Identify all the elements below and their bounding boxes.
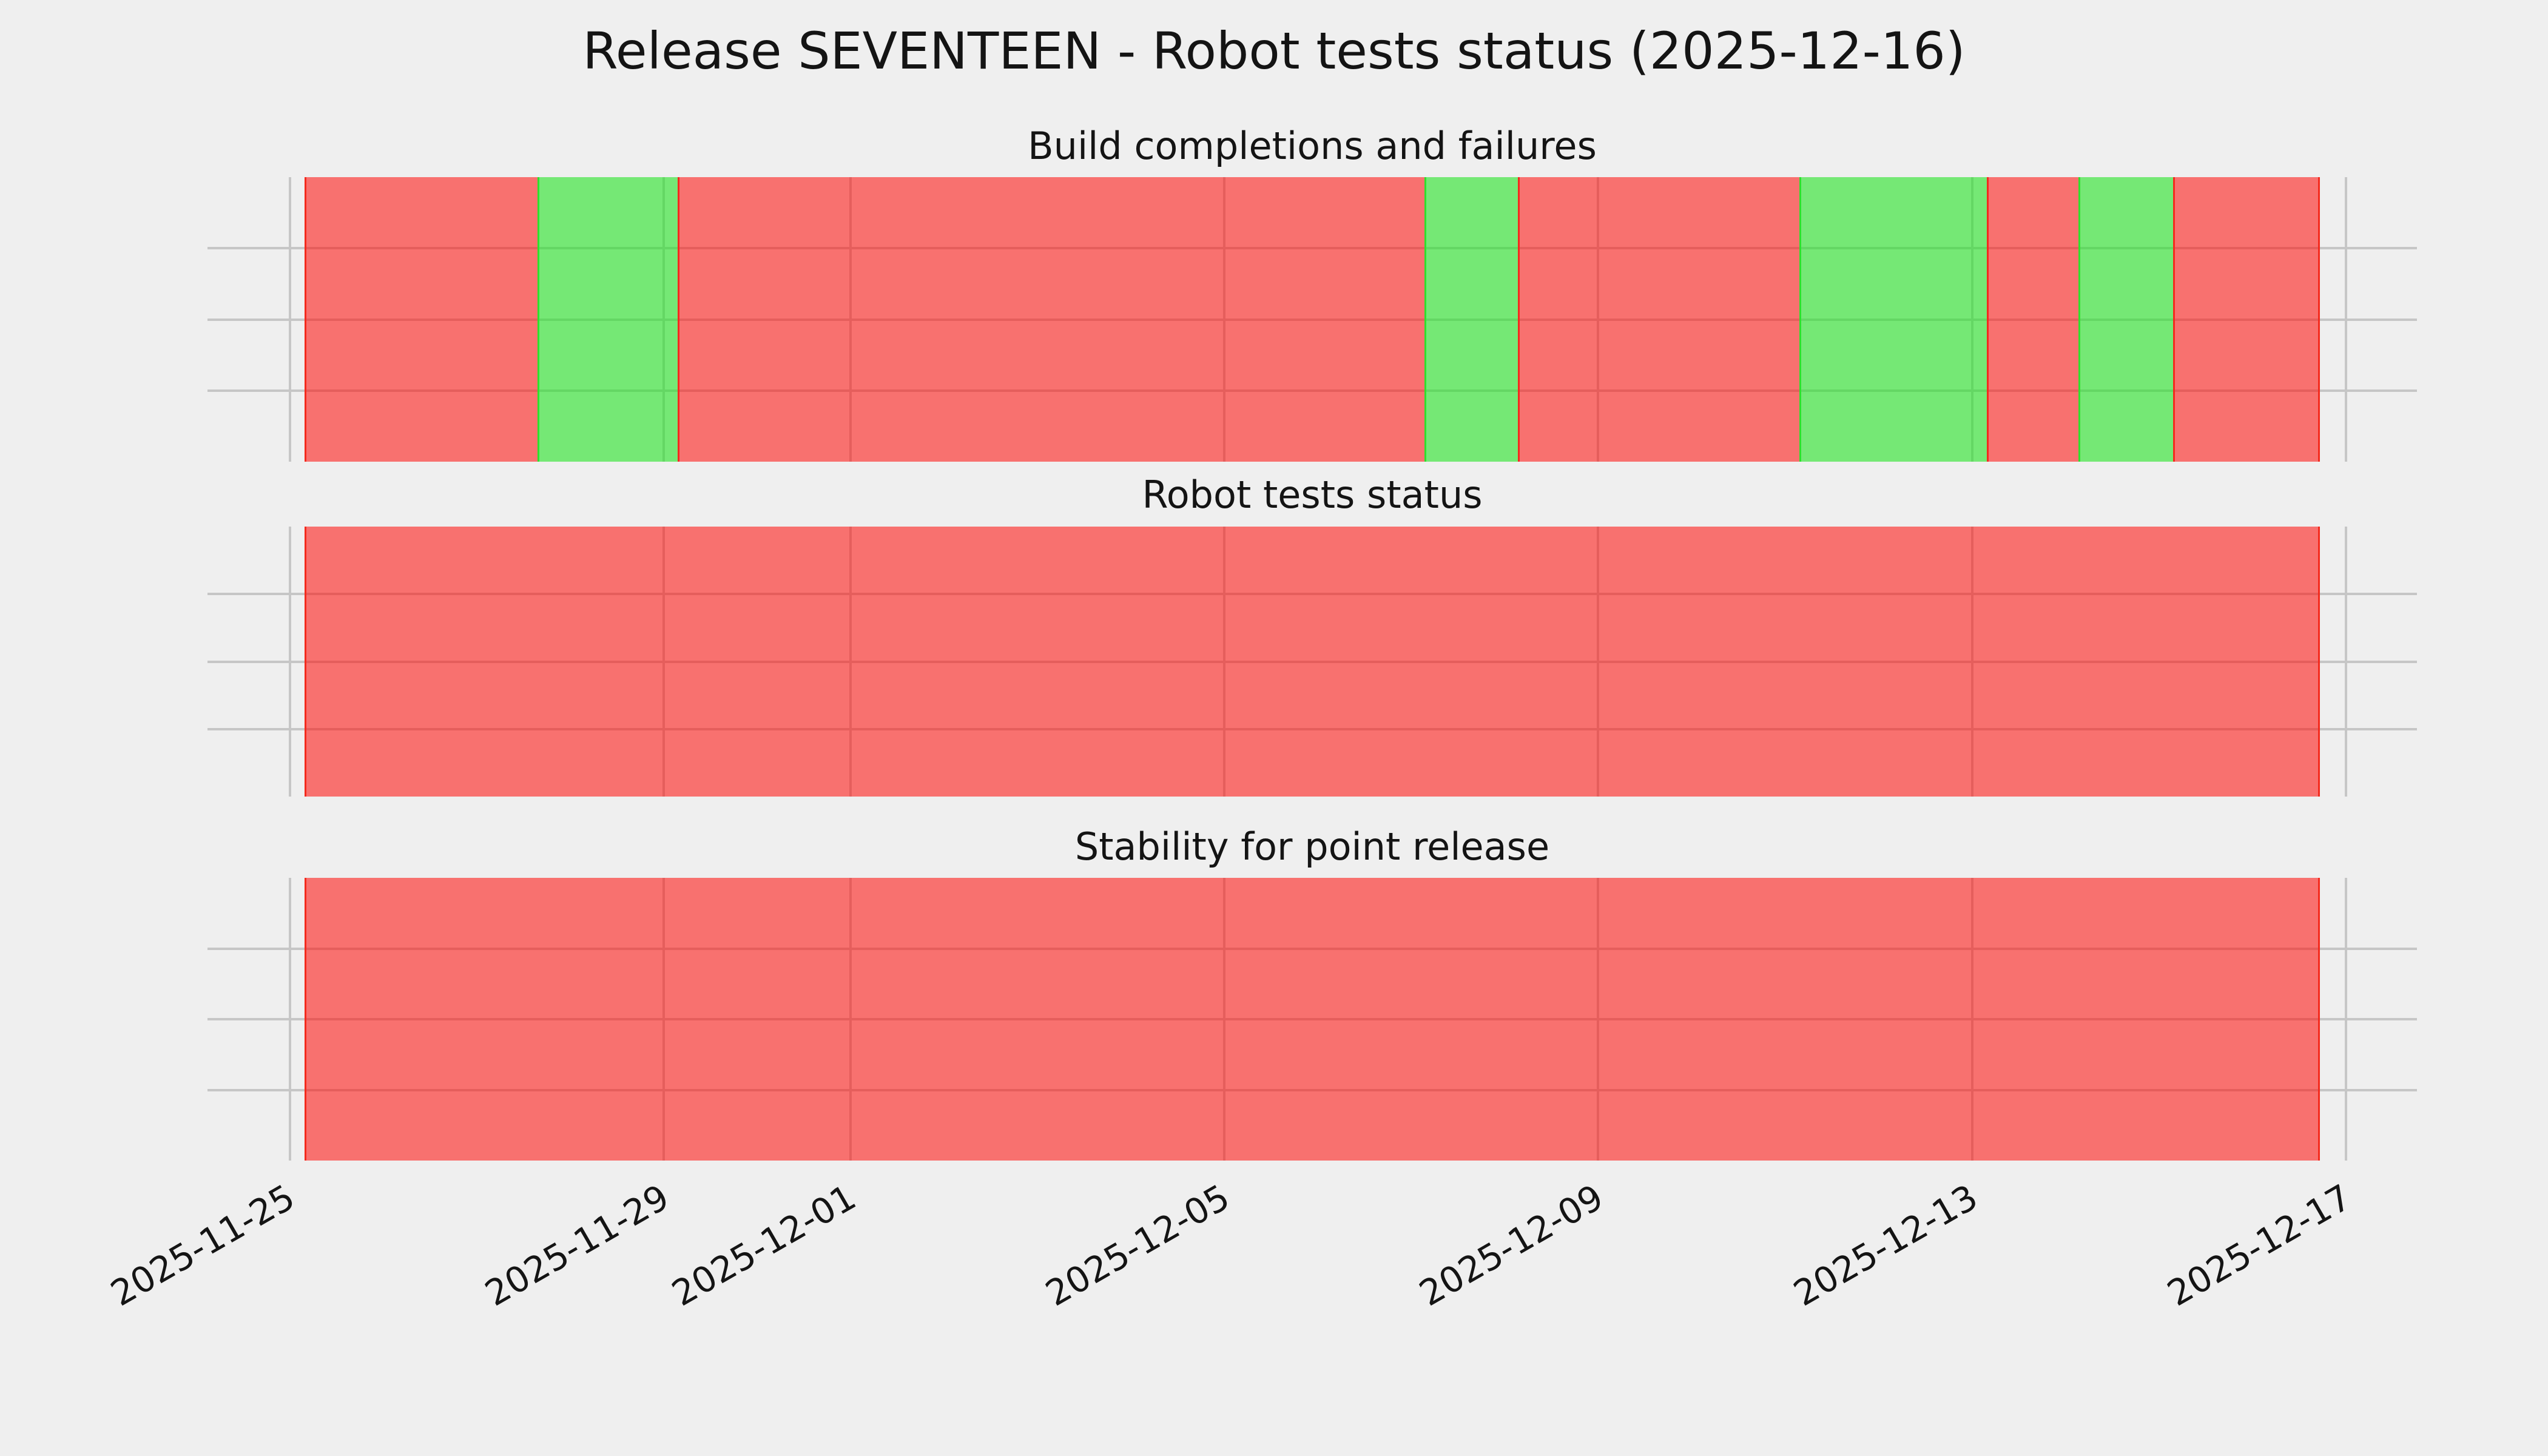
- vertical-gridline-2025-12-17: [2344, 177, 2347, 462]
- x-tick-label: 2025-12-09: [1412, 1176, 1611, 1315]
- status-segment-failure: [305, 878, 2320, 1161]
- x-tick-label: 2025-12-01: [665, 1176, 863, 1315]
- x-tick-label: 2025-11-29: [477, 1176, 676, 1315]
- subplot-title-stability: Stability for point release: [1074, 824, 1550, 869]
- bars-robot-tests: [207, 527, 2417, 797]
- x-axis-tick-labels: 2025-11-25 2025-11-29 2025-12-01 2025-12-05…: [104, 1161, 2417, 1367]
- subplot-stability: [207, 878, 2417, 1161]
- status-segment-success: [2078, 177, 2173, 462]
- vertical-gridline-2025-12-17: [2344, 878, 2347, 1161]
- vertical-gridline-2025-12-17: [2344, 527, 2347, 797]
- status-segment-failure: [305, 177, 538, 462]
- status-segment-success: [537, 177, 678, 462]
- subplot-title-build-completions: Build completions and failures: [1028, 124, 1597, 168]
- vertical-gridline-2025-11-25: [288, 527, 291, 797]
- x-tick-label: 2025-11-25: [104, 1176, 302, 1315]
- status-segment-failure: [677, 177, 1424, 462]
- vertical-gridline-2025-11-25: [288, 177, 291, 462]
- status-segment-failure: [2172, 177, 2320, 462]
- subplot-build-completions: [207, 177, 2417, 462]
- bars-stability: [207, 878, 2417, 1161]
- x-tick-label: 2025-12-13: [1786, 1176, 1984, 1315]
- status-segment-failure: [1517, 177, 1799, 462]
- bars-build-completions: [207, 177, 2417, 462]
- figure-title: Release SEVENTEEN - Robot tests status (…: [582, 21, 1966, 81]
- status-segment-success: [1424, 177, 1518, 462]
- status-segment-failure: [1987, 177, 2079, 462]
- subplot-robot-tests: [207, 527, 2417, 797]
- x-tick-label: 2025-12-05: [1039, 1176, 1237, 1315]
- x-tick-label: 2025-12-17: [2160, 1176, 2358, 1315]
- vertical-gridline-2025-11-25: [288, 878, 291, 1161]
- subplot-title-robot-tests: Robot tests status: [1142, 473, 1483, 517]
- status-segment-success: [1799, 177, 1987, 462]
- status-segment-failure: [305, 527, 2320, 797]
